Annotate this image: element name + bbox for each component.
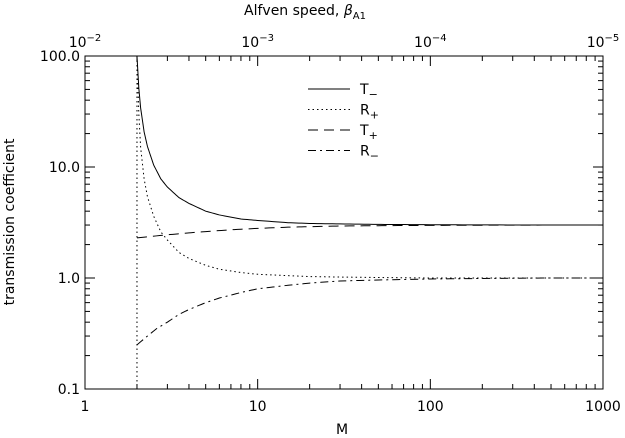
y-tick-label: 100.0 — [40, 49, 80, 65]
series-line-T-plus — [136, 224, 603, 239]
y-axis-label: transmission coefficient — [2, 138, 18, 305]
top-tick-label: 10−5 — [587, 33, 620, 51]
plot-frame — [84, 55, 604, 390]
legend: T− R+T+ R− — [308, 82, 379, 163]
legend-label: T+ — [359, 123, 378, 142]
top-tick-label: 10−2 — [69, 33, 102, 51]
y-tick-label: 0.1 — [58, 382, 80, 398]
legend-label: T− — [359, 82, 378, 101]
series-line-T-minus — [136, 56, 603, 226]
top-axis-label-symbol: β — [343, 3, 353, 19]
x-tick-label: 1 — [81, 399, 90, 415]
top-tick-label: 10−3 — [241, 33, 274, 51]
x-tick-label: 10 — [249, 399, 267, 415]
top-tick-label: 10−4 — [414, 33, 447, 51]
top-axis-label: Alfven speed, βA1 — [244, 3, 366, 22]
legend-label: R+ — [360, 103, 379, 122]
series-layer — [136, 56, 603, 389]
x-tick-label: 1000 — [585, 399, 621, 415]
y-tick-label: 1.0 — [58, 271, 80, 287]
top-axis-label-main: Alfven speed, — [244, 3, 344, 19]
axes-layer: 1 10 100 1000 10−2 10−3 10−4 10−5 0.1 1.0 10.0 100.… — [40, 33, 621, 415]
series-line-R-minus — [136, 277, 603, 346]
legend-label: R− — [360, 144, 379, 163]
series-line-R-plus — [136, 56, 603, 279]
y-tick-label: 10.0 — [49, 160, 80, 176]
x-axis-label: M — [336, 422, 348, 438]
top-axis-label-sub: A1 — [353, 11, 366, 22]
x-tick-label: 100 — [417, 399, 444, 415]
